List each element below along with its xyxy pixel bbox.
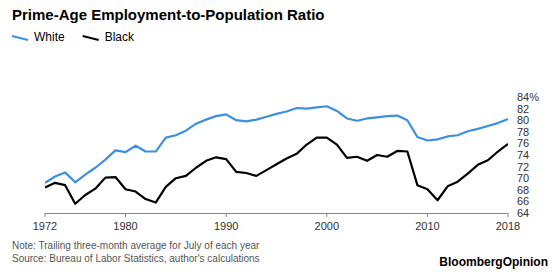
- legend-label: White: [34, 30, 65, 44]
- y-tick-label: 72: [517, 161, 529, 173]
- x-tick-label: 2010: [415, 220, 439, 232]
- y-tick-label: 84%: [517, 91, 539, 103]
- y-tick-label: 74: [517, 149, 529, 161]
- source: Source: Bureau of Labor Statistics, auth…: [12, 253, 260, 264]
- series-line: [45, 138, 508, 204]
- y-tick-label: 76: [517, 137, 529, 149]
- x-tick: [226, 213, 227, 217]
- legend-swatch: [83, 36, 99, 40]
- x-tick: [45, 213, 46, 217]
- legend-swatch: [12, 36, 28, 40]
- x-tick-label: 1972: [33, 220, 57, 232]
- series-line: [45, 106, 508, 183]
- x-tick-label: 1980: [113, 220, 137, 232]
- brand: BloombergOpinion: [439, 255, 548, 269]
- x-tick-label: 2000: [315, 220, 339, 232]
- x-axis: [45, 213, 508, 214]
- y-tick-label: 66: [517, 195, 529, 207]
- y-tick-label: 68: [517, 184, 529, 196]
- x-tick: [508, 213, 509, 217]
- x-tick: [125, 213, 126, 217]
- note: Note: Trailing three-month average for J…: [12, 240, 260, 251]
- y-tick-label: 78: [517, 126, 529, 138]
- x-tick-label: 2018: [496, 220, 520, 232]
- title: Prime-Age Employment-to-Population Ratio: [12, 6, 325, 23]
- x-tick: [326, 213, 327, 217]
- x-tick-label: 1990: [214, 220, 238, 232]
- y-tick-label: 80: [517, 114, 529, 126]
- y-tick-label: 70: [517, 172, 529, 184]
- y-tick-label: 82: [517, 103, 529, 115]
- plot-area: [45, 106, 508, 203]
- legend-label: Black: [105, 30, 135, 44]
- x-tick: [427, 213, 428, 217]
- y-tick-label: 64: [517, 207, 529, 219]
- chart: Prime-Age Employment-to-Population Ratio…: [0, 0, 560, 280]
